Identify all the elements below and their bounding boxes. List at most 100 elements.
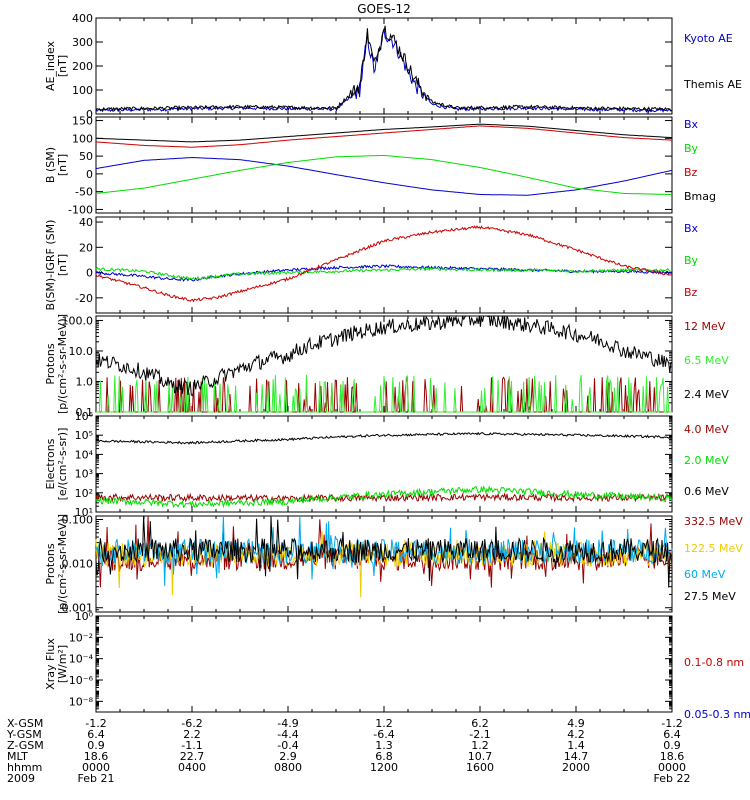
series-line-bz [95,225,673,303]
legend-label: Bz [684,286,698,299]
cell-value: 1200 [370,761,398,774]
cell-value: Feb 22 [654,772,691,785]
y-tick-label: -20 [75,292,93,305]
legend-label: 60 MeV [684,568,726,581]
series-line-kyoto-ae [95,28,673,113]
chart-panel-4: 0.1 1.0 10.0 100.0 Protons [p/(cm²-s-sr-MeV)]… [44,314,729,419]
row-label: 2009 [7,772,35,785]
cell-value: 0800 [274,761,302,774]
y-axis-label: AE_index [44,40,57,91]
series-line-0-6-mev [95,431,673,445]
cell-value: -6.4 [373,728,394,741]
chart-panel-2: -100 -50 0 50 100 150 B (SM) [nT] Bx By Bz Bmag [44,115,716,217]
y-tick-label: 10⁻² [69,631,93,644]
y-tick-label: 100 [72,132,93,145]
cell-value: 4.2 [567,728,585,741]
row-label: X-GSM [7,717,43,730]
legend-label: Themis AE [683,78,742,91]
y-tick-label: -50 [75,186,93,199]
row-label: hhmm [7,761,42,774]
row-label: Y-GSM [6,728,42,741]
y-tick-label: 10⁴ [75,448,94,461]
row-label: Z-GSM [7,739,44,752]
legend-label: 6.5 MeV [684,354,729,367]
y-tick-label: 10¹ [75,506,93,519]
legend-label: 0.05-0.3 nm [684,708,750,721]
y-tick-label: 10⁻⁴ [69,653,94,666]
legend-label: 0.1-0.8 nm [684,656,744,669]
series-line-6-5-mev [96,374,672,413]
legend-label: 2.4 MeV [684,388,729,401]
cell-value: 0000 [82,761,110,774]
cell-value: 1600 [466,761,494,774]
y-tick-label: 1.0 [76,375,94,388]
y-tick-label: 10.0 [69,345,94,358]
y-tick-label: 10⁰ [75,610,94,623]
y-axis-label: Xray Flux [44,638,57,690]
y-axis-label: [nT] [56,154,69,176]
chart-panel-7: 10⁻⁸ 10⁻⁶ 10⁻⁴ 10⁻² 10⁰ Xray Flux [W/m²] 0.1-0.… [44,610,750,721]
legend-label: Bx [684,222,699,235]
chart-panel-1: 0 100 200 300 400 AE_index [nT] Kyoto AE Themis … [44,12,742,121]
cell-value: 6.8 [375,750,393,763]
cell-value: 6.4 [663,728,681,741]
y-axis-label: [p/(cm²-s-sr-MeV)] [56,314,69,414]
y-tick-label: 300 [72,36,93,49]
legend-label: 332.5 MeV [684,515,743,528]
row-label: MLT [7,750,28,763]
cell-value: 1.2 [471,739,489,752]
y-tick-label: 10⁵ [75,429,93,442]
y-tick-label: 0.100 [62,513,94,526]
y-tick-label: 200 [72,60,93,73]
y-tick-label: 50 [79,150,93,163]
y-tick-label: 0.010 [62,558,94,571]
panel-frame [95,615,673,713]
panel-frame [95,415,673,513]
y-tick-label: 10⁶ [75,410,94,423]
cell-value: -6.2 [181,717,202,730]
cell-value: 10.7 [468,750,493,763]
y-tick-label: 20 [79,241,93,254]
series-line-60-mev [95,515,673,586]
chart-panel-6: 0.001 0.010 0.100 Protons [p/(cm²-s-sr-MeV)]… [44,513,743,614]
cell-value: 1.2 [375,717,393,730]
chart-panel-5: 10¹ 10² 10³ 10⁴ 10⁵ 10⁶ Electrons [e/(cm²-s-sr)… [44,410,729,519]
y-tick-label: 40 [79,216,93,229]
cell-value: 2000 [562,761,590,774]
cell-value: 0.9 [87,739,105,752]
y-axis-label: B (SM) [44,147,57,183]
legend-label: 4.0 MeV [684,423,729,436]
cell-value: 0400 [178,761,206,774]
y-tick-label: 100.0 [62,314,94,327]
y-axis-label: [nT] [56,254,69,276]
bottom-axis-table: X-GSMY-GSMZ-GSMMLThhmm2009-1.26.40.918.6… [6,717,690,785]
y-tick-label: 0 [86,168,93,181]
series-line-2-0-mev [95,485,673,509]
series-line-4-0-mev [95,492,673,504]
cell-value: 6.4 [87,728,105,741]
cell-value: 18.6 [84,750,109,763]
cell-value: 0000 [658,761,686,774]
cell-value: -4.9 [277,717,298,730]
cell-value: 4.9 [567,717,585,730]
series-line-bz [95,125,672,148]
cell-value: -0.4 [277,739,298,752]
y-axis-label: Protons [44,343,57,384]
cell-value: Feb 21 [78,772,115,785]
y-tick-label: -100 [68,203,93,216]
series-line-2-4-mev [95,314,673,396]
chart-panel-3: -20 0 20 40 B(SM)-IGRF (SM) [nT] Bx By Bz [44,216,699,314]
y-tick-label: 10⁻⁶ [69,674,94,687]
y-axis-label: [e/(cm²-s-sr)] [56,428,69,501]
cell-value: 14.7 [564,750,589,763]
y-tick-label: 150 [72,115,93,128]
cell-value: 2.9 [279,750,297,763]
cell-value: -1.2 [85,717,106,730]
cell-value: 0.9 [663,739,681,752]
y-axis-label: [p/(cm²-s-sr-MeV)] [56,514,69,614]
y-tick-label: 0 [86,267,93,280]
legend-label: Kyoto AE [684,32,733,45]
legend-label: Bmag [684,190,716,203]
cell-value: 18.6 [660,750,685,763]
y-axis-label: B(SM)-IGRF (SM) [44,220,57,311]
